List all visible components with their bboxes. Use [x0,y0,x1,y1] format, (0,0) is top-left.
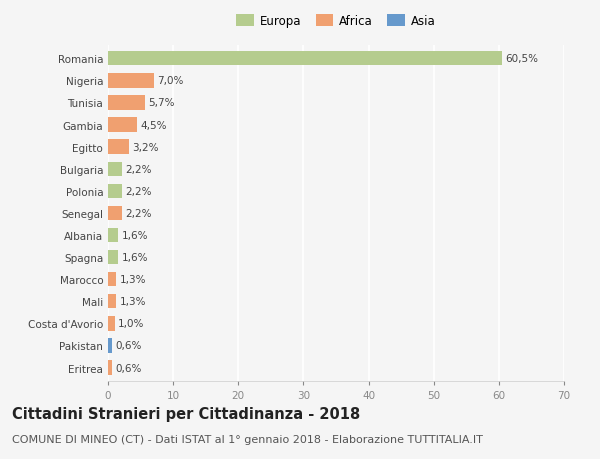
Text: 2,2%: 2,2% [125,164,152,174]
Text: 4,5%: 4,5% [140,120,167,130]
Bar [108,317,115,331]
Bar [108,52,502,66]
Text: 2,2%: 2,2% [125,186,152,196]
Bar [108,361,112,375]
Bar [108,140,129,155]
Text: 60,5%: 60,5% [505,54,538,64]
Text: 3,2%: 3,2% [132,142,158,152]
Text: 1,3%: 1,3% [120,297,146,307]
Bar [108,96,145,110]
Bar [108,294,116,309]
Bar [108,162,122,177]
Bar [108,184,122,199]
Text: 1,6%: 1,6% [122,252,148,263]
Bar [108,206,122,221]
Bar [108,118,137,133]
Text: 0,6%: 0,6% [115,341,142,351]
Bar [108,250,118,265]
Text: 1,6%: 1,6% [122,230,148,241]
Text: 1,0%: 1,0% [118,319,144,329]
Bar [108,74,154,88]
Bar [108,228,118,243]
Legend: Europa, Africa, Asia: Europa, Africa, Asia [234,13,438,30]
Text: 7,0%: 7,0% [157,76,183,86]
Text: 1,3%: 1,3% [120,274,146,285]
Bar [108,272,116,287]
Text: COMUNE DI MINEO (CT) - Dati ISTAT al 1° gennaio 2018 - Elaborazione TUTTITALIA.I: COMUNE DI MINEO (CT) - Dati ISTAT al 1° … [12,434,483,444]
Text: 2,2%: 2,2% [125,208,152,218]
Bar [108,339,112,353]
Text: 0,6%: 0,6% [115,363,142,373]
Text: Cittadini Stranieri per Cittadinanza - 2018: Cittadini Stranieri per Cittadinanza - 2… [12,406,360,421]
Text: 5,7%: 5,7% [148,98,175,108]
